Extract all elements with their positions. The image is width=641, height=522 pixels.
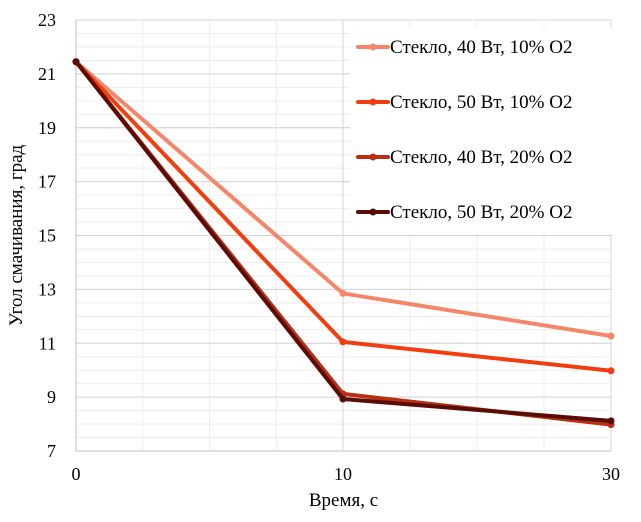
legend: Стекло, 40 Вт, 10% О2 Стекло, 50 Вт, 10% … bbox=[356, 37, 572, 223]
x-tick-label: 30 bbox=[602, 464, 620, 484]
y-tick-label: 9 bbox=[47, 387, 56, 407]
y-tick-label: 11 bbox=[39, 333, 56, 353]
data-point bbox=[607, 417, 615, 425]
y-tick-label: 7 bbox=[47, 441, 56, 461]
axes bbox=[75, 20, 611, 452]
legend-marker bbox=[369, 208, 377, 216]
legend-marker bbox=[369, 43, 377, 51]
legend-label: Стекло, 40 Вт, 10% О2 bbox=[390, 37, 572, 58]
series-lines bbox=[72, 58, 615, 429]
x-tick-label: 0 bbox=[72, 464, 81, 484]
data-point bbox=[607, 367, 615, 375]
data-point bbox=[72, 58, 80, 66]
y-tick-label: 21 bbox=[38, 64, 56, 84]
legend-label: Стекло, 50 Вт, 20% О2 bbox=[390, 202, 572, 223]
legend-marker bbox=[369, 98, 377, 106]
tick-labels: 7 9 11 13 15 17 19 21 23 0 10 30 bbox=[38, 10, 620, 484]
data-point bbox=[339, 395, 347, 403]
data-point bbox=[607, 332, 615, 340]
data-point bbox=[339, 338, 347, 346]
legend-label: Стекло, 50 Вт, 10% О2 bbox=[390, 92, 572, 113]
x-tick-label: 10 bbox=[334, 464, 352, 484]
data-point bbox=[339, 289, 347, 297]
y-tick-label: 19 bbox=[38, 118, 56, 138]
legend-marker bbox=[369, 153, 377, 161]
x-axis-label: Время, с bbox=[309, 490, 378, 511]
y-tick-label: 13 bbox=[38, 279, 56, 299]
y-axis-label: Угол смачивания, град bbox=[6, 144, 27, 326]
y-tick-label: 17 bbox=[38, 172, 56, 192]
y-tick-label: 23 bbox=[38, 10, 56, 30]
legend-label: Стекло, 40 Вт, 20% О2 bbox=[390, 147, 572, 168]
legend-background bbox=[350, 28, 612, 234]
y-tick-label: 15 bbox=[38, 226, 56, 246]
